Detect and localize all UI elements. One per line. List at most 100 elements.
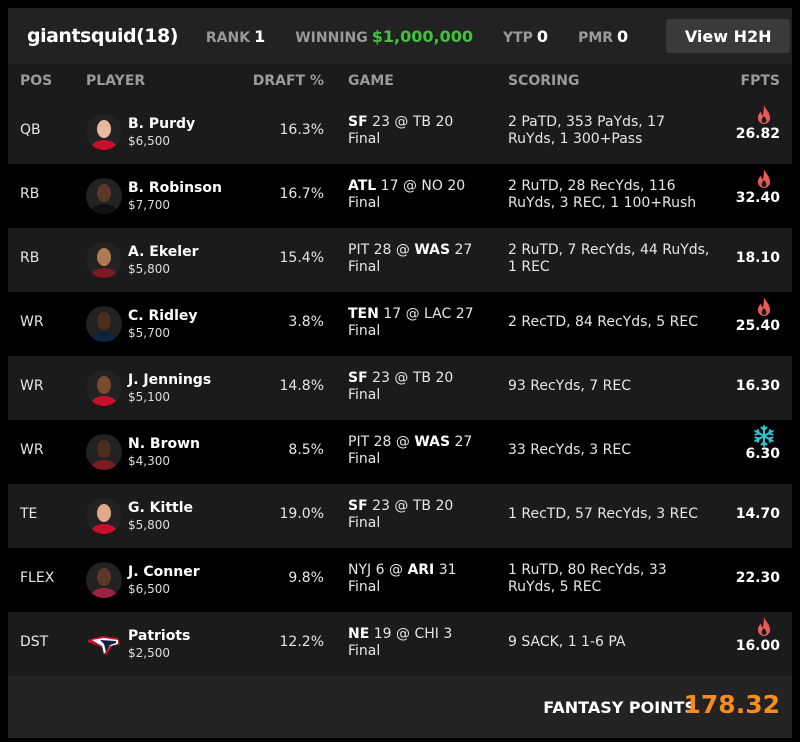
scoring-summary: 2 RecTD, 84 RecYds, 5 REC — [508, 314, 699, 330]
team-logo — [86, 626, 122, 662]
position: TE — [20, 506, 38, 522]
player-salary: $2,500 — [128, 646, 170, 660]
player-name[interactable]: A. Ekeler — [128, 244, 199, 260]
lineup-footer: FANTASY POINTS 178.32 — [8, 676, 792, 738]
position: FLEX — [20, 570, 55, 586]
fantasy-points: 32.40 — [735, 190, 780, 206]
player-name[interactable]: N. Brown — [128, 436, 201, 452]
column-headers: POS PLAYER DRAFT % GAME SCORING FPTS — [8, 64, 792, 100]
home-team: LAC — [424, 306, 452, 322]
game-info: PIT 28 @ WAS 27 Final — [348, 242, 473, 275]
draft-percent: 9.8% — [288, 570, 324, 586]
table-row[interactable]: WR C. Ridley $5,700 3.8% TEN 17 @ LAC 27… — [8, 292, 792, 356]
table-row[interactable]: DST Patriots $2,500 12.2% NE 19 @ CHI 3 … — [8, 612, 792, 676]
col-fpts[interactable]: FPTS — [740, 73, 780, 89]
winning-value: $1,000,000 — [371, 26, 473, 46]
away-team: PIT — [348, 242, 370, 258]
away-score: 28 — [373, 242, 392, 258]
fantasy-points: 14.70 — [735, 506, 780, 522]
player-salary: $5,800 — [128, 262, 170, 276]
away-team: SF — [348, 370, 368, 386]
draft-percent: 3.8% — [288, 314, 324, 330]
player-name[interactable]: Patriots — [128, 628, 191, 644]
player-avatar — [86, 434, 122, 470]
player-name[interactable]: J. Conner — [128, 564, 200, 580]
player-salary: $7,700 — [128, 198, 170, 212]
player-salary: $5,100 — [128, 390, 170, 404]
fantasy-points: 26.82 — [735, 126, 780, 142]
table-row[interactable]: RB A. Ekeler $5,800 15.4% PIT 28 @ WAS 2… — [8, 228, 792, 292]
fantasy-points: 16.30 — [735, 378, 780, 394]
player-salary: $5,800 — [128, 518, 170, 532]
snowflake-icon — [752, 424, 776, 448]
fire-icon — [752, 616, 776, 640]
home-team: WAS — [414, 242, 451, 258]
table-row[interactable]: TE G. Kittle $5,800 19.0% SF 23 @ TB 20 … — [8, 484, 792, 548]
player-name[interactable]: B. Robinson — [128, 180, 222, 196]
player-name[interactable]: C. Ridley — [128, 308, 198, 324]
fire-icon — [752, 168, 776, 192]
fantasy-points: 16.00 — [735, 638, 780, 654]
home-score: 27 — [454, 242, 473, 258]
away-team: SF — [348, 498, 368, 514]
home-score: 27 — [454, 434, 473, 450]
entry-header: giantsquid(18) RANK 1 WINNING $1,000,000 Y… — [8, 8, 792, 64]
home-team: TB — [412, 370, 431, 386]
player-avatar — [86, 498, 122, 534]
away-score: 28 — [373, 434, 392, 450]
away-team: PIT — [348, 434, 370, 450]
player-avatar — [86, 370, 122, 406]
draft-percent: 19.0% — [279, 506, 324, 522]
player-avatar — [86, 114, 122, 150]
draft-percent: 8.5% — [288, 442, 324, 458]
table-row[interactable]: FLEX J. Conner $6,500 9.8% NYJ 6 @ ARI 3… — [8, 548, 792, 612]
game-info: ATL 17 @ NO 20 Final — [348, 178, 466, 211]
col-draft[interactable]: DRAFT % — [252, 73, 324, 89]
fantasy-points: 18.10 — [735, 250, 780, 266]
away-team: TEN — [348, 306, 379, 322]
position: RB — [20, 250, 40, 266]
game-info: TEN 17 @ LAC 27 Final — [348, 306, 474, 339]
home-team: ARI — [407, 562, 435, 578]
table-row[interactable]: WR J. Jennings $5,100 14.8% SF 23 @ TB 2… — [8, 356, 792, 420]
player-avatar — [86, 562, 122, 598]
pmr-value: 0 — [617, 26, 629, 46]
game-info: SF 23 @ TB 20 Final — [348, 498, 454, 531]
player-salary: $4,300 — [128, 454, 170, 468]
away-score: 17 — [380, 178, 399, 194]
col-game[interactable]: GAME — [348, 73, 394, 89]
game-status: Final — [348, 195, 381, 211]
table-row[interactable]: RB B. Robinson $7,700 16.7% ATL 17 @ NO … — [8, 164, 792, 228]
lineup-panel: giantsquid(18) RANK 1 WINNING $1,000,000 Y… — [8, 8, 792, 738]
draft-percent: 16.7% — [279, 186, 324, 202]
col-pos[interactable]: POS — [20, 73, 53, 89]
scoring-summary: 2 RuTD, 7 RecYds, 44 RuYds, 1 REC — [508, 242, 710, 275]
player-name[interactable]: G. Kittle — [128, 500, 194, 516]
game-info: SF 23 @ TB 20 Final — [348, 370, 454, 403]
fantasy-points-label: FANTASY POINTS — [543, 698, 696, 717]
view-h2h-button[interactable]: View H2H — [666, 19, 791, 53]
home-score: 3 — [443, 626, 453, 642]
home-score: 20 — [435, 114, 454, 130]
fantasy-points: 25.40 — [735, 318, 780, 334]
table-row[interactable]: QB B. Purdy $6,500 16.3% SF 23 @ TB 20 F… — [8, 100, 792, 164]
player-avatar — [86, 178, 122, 214]
table-row[interactable]: WR N. Brown $4,300 8.5% PIT 28 @ WAS 27 … — [8, 420, 792, 484]
home-score: 27 — [455, 306, 474, 322]
away-score: 19 — [373, 626, 392, 642]
home-team: WAS — [414, 434, 451, 450]
player-name[interactable]: B. Purdy — [128, 116, 196, 132]
draft-percent: 16.3% — [279, 122, 324, 138]
player-avatar — [86, 306, 122, 342]
home-score: 20 — [447, 178, 466, 194]
position: QB — [20, 122, 41, 138]
player-name[interactable]: J. Jennings — [128, 372, 212, 388]
col-player[interactable]: PLAYER — [86, 73, 146, 89]
scoring-summary: 2 PaTD, 353 PaYds, 17 RuYds, 1 300+Pass — [508, 114, 665, 147]
pmr-stat: PMR 0 — [578, 26, 629, 46]
player-avatar — [86, 242, 122, 278]
position: WR — [20, 378, 44, 394]
ytp-value: 0 — [536, 26, 549, 46]
col-scoring[interactable]: SCORING — [508, 73, 580, 89]
game-info: NE 19 @ CHI 3 Final — [348, 626, 453, 659]
